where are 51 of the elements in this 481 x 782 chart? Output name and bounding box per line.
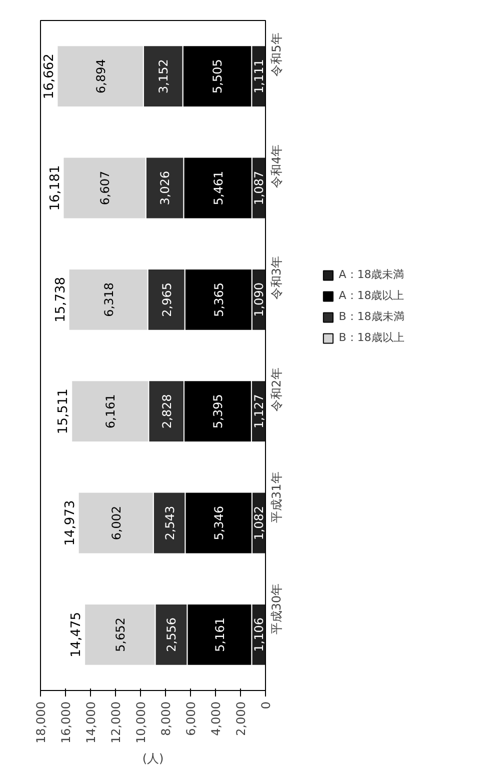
data-label: 1,106 — [252, 617, 266, 652]
x-tick-label: 0 — [259, 701, 273, 710]
data-label: 5,161 — [212, 617, 227, 652]
total-label: 15,511 — [56, 388, 72, 434]
x-tick-label: 12,000 — [109, 701, 123, 744]
x-tick-label: 4,000 — [209, 701, 223, 736]
data-label: 1,111 — [252, 59, 266, 94]
x-axis-title: (人) — [142, 751, 164, 766]
data-label: 2,543 — [162, 506, 177, 540]
x-tick-label: 6,000 — [184, 701, 198, 736]
legend-label: A：18歳以上 — [338, 288, 404, 303]
data-label: 1,087 — [252, 170, 266, 206]
x-tick-label: 14,000 — [84, 701, 98, 744]
data-label: 2,556 — [164, 617, 179, 652]
data-label: 1,127 — [252, 394, 266, 429]
y-tick-label: 令和5年 — [270, 32, 284, 76]
y-tick-label: 平成30年 — [270, 583, 284, 635]
legend-label: B：18歳以上 — [338, 330, 404, 345]
data-label: 5,505 — [210, 59, 225, 94]
data-label: 6,318 — [102, 282, 116, 317]
data-label: 1,082 — [252, 506, 266, 540]
x-tick-label: 16,000 — [59, 701, 73, 744]
data-label: 6,161 — [104, 394, 118, 429]
total-label: 14,475 — [69, 612, 84, 658]
data-label: 5,365 — [212, 282, 226, 317]
data-label: 1,090 — [252, 282, 266, 317]
data-label: 5,395 — [211, 394, 226, 429]
x-tick-label: 10,000 — [134, 701, 148, 744]
x-tick-label: 2,000 — [234, 701, 248, 736]
total-label: 15,738 — [53, 276, 68, 322]
total-label: 16,662 — [42, 54, 57, 100]
legend-label: B：18歳未満 — [338, 309, 404, 324]
x-tick-label: 18,000 — [34, 701, 48, 744]
data-label: 6,607 — [98, 170, 112, 206]
data-label: 3,026 — [158, 170, 172, 206]
y-tick-label: 令和4年 — [270, 144, 284, 188]
x-tick-label: 8,000 — [159, 701, 173, 736]
data-label: 2,965 — [160, 282, 174, 317]
data-label: 2,828 — [160, 394, 174, 429]
total-label: 14,973 — [62, 500, 78, 546]
data-label: 3,152 — [156, 59, 171, 94]
data-label: 5,461 — [211, 170, 226, 206]
y-tick-label: 平成31年 — [270, 472, 284, 523]
legend-label: A：18歳未満 — [338, 267, 404, 282]
total-label: 16,181 — [48, 165, 63, 211]
y-tick-label: 令和3年 — [270, 256, 284, 300]
data-label: 5,346 — [212, 506, 226, 540]
y-tick-label: 令和2年 — [270, 368, 284, 412]
data-label: 6,002 — [109, 506, 124, 540]
data-label: 5,652 — [113, 617, 128, 652]
data-label: 6,894 — [94, 59, 108, 94]
